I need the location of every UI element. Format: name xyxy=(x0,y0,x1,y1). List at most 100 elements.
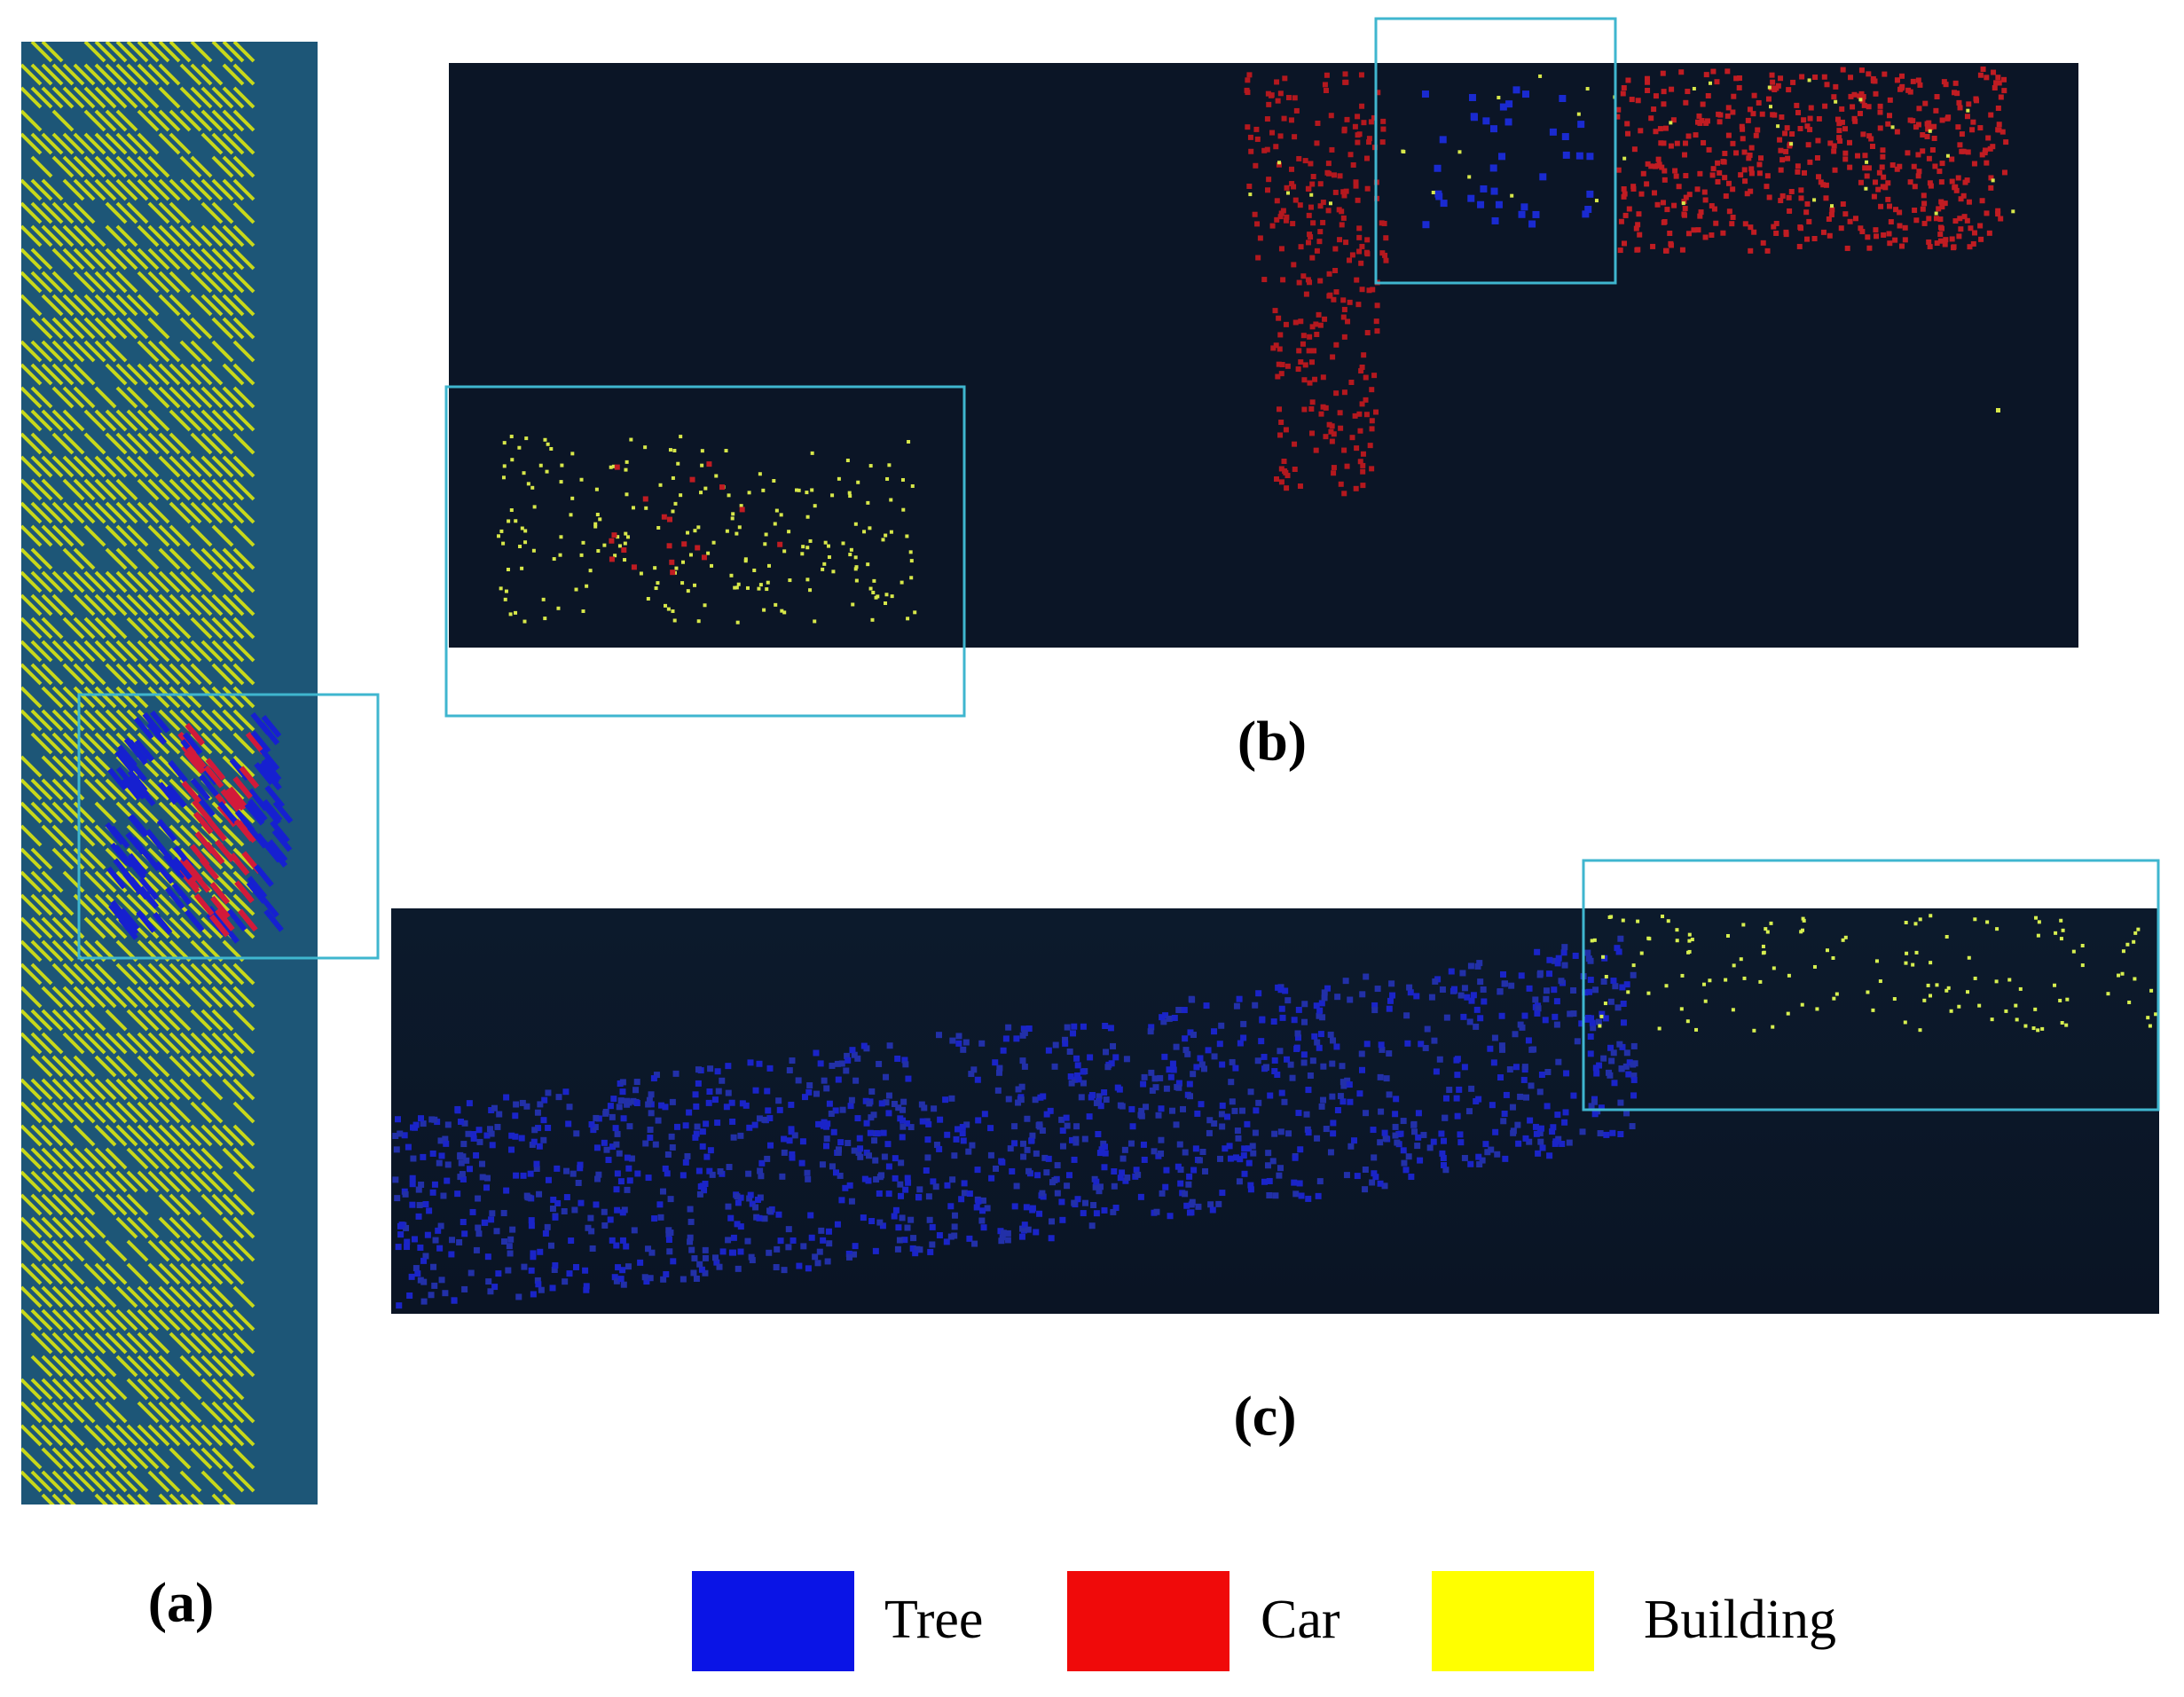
stripe xyxy=(158,547,181,570)
point xyxy=(1880,153,1886,160)
point xyxy=(996,1065,1003,1072)
stripe xyxy=(215,908,235,931)
point xyxy=(520,566,524,570)
point xyxy=(646,596,650,601)
point xyxy=(1018,1083,1025,1090)
stripe xyxy=(190,1055,213,1078)
point xyxy=(1351,1137,1358,1144)
point xyxy=(1959,131,1965,137)
point xyxy=(1269,1158,1277,1165)
stripe xyxy=(137,155,160,178)
point xyxy=(1386,1005,1393,1012)
point xyxy=(1858,98,1863,102)
point xyxy=(460,1141,467,1148)
stripe xyxy=(21,801,43,824)
point xyxy=(1971,230,1977,236)
point xyxy=(1110,1042,1117,1049)
point xyxy=(667,1196,674,1203)
point xyxy=(680,1276,687,1283)
stripe xyxy=(169,224,192,247)
point xyxy=(1903,1020,1907,1025)
point xyxy=(1265,1150,1272,1157)
point xyxy=(1739,123,1745,130)
point xyxy=(1536,1088,1544,1096)
point xyxy=(1886,231,1892,237)
point xyxy=(825,1228,832,1235)
stripe xyxy=(226,908,247,932)
point xyxy=(1937,224,1944,231)
point xyxy=(1318,411,1324,417)
point xyxy=(619,1237,626,1244)
stripe xyxy=(115,640,138,663)
stripe xyxy=(21,686,43,709)
stripe xyxy=(169,986,192,1009)
point xyxy=(1102,1150,1109,1157)
point xyxy=(1878,203,1884,209)
point xyxy=(747,1059,754,1066)
point xyxy=(1702,197,1709,203)
stripe xyxy=(147,317,170,340)
point xyxy=(1731,93,1737,99)
point xyxy=(1683,173,1689,179)
point xyxy=(1953,187,1960,193)
point xyxy=(1991,178,1995,183)
point xyxy=(1205,1047,1212,1054)
point xyxy=(1687,939,1692,943)
stripe xyxy=(105,109,128,132)
stripe xyxy=(179,663,202,686)
point xyxy=(2054,931,2058,935)
stripe xyxy=(115,709,138,732)
point xyxy=(1778,75,1784,82)
stripe xyxy=(158,663,181,686)
point xyxy=(1269,223,1276,229)
point xyxy=(2015,1017,2019,1022)
point xyxy=(1277,1128,1284,1135)
point xyxy=(889,530,893,534)
point xyxy=(895,1104,902,1112)
point xyxy=(1276,361,1282,367)
point xyxy=(1302,362,1308,368)
point xyxy=(1491,1034,1498,1041)
point xyxy=(1772,112,1778,118)
point xyxy=(1760,240,1766,246)
stripe xyxy=(83,962,106,986)
stripe xyxy=(200,1355,224,1378)
stripe xyxy=(30,501,53,524)
point xyxy=(961,1180,968,1187)
point xyxy=(1309,430,1316,436)
point xyxy=(1104,1064,1112,1071)
point xyxy=(1561,962,1568,969)
point xyxy=(805,515,810,519)
stripe xyxy=(261,758,282,782)
point xyxy=(706,1167,713,1175)
point xyxy=(509,508,514,513)
stripe xyxy=(105,478,128,501)
point xyxy=(1831,148,1837,154)
stripe xyxy=(137,432,160,455)
stripe xyxy=(137,224,160,247)
point xyxy=(1881,174,1887,180)
point xyxy=(1036,1210,1043,1217)
point xyxy=(593,524,598,529)
point xyxy=(1033,1229,1040,1236)
point xyxy=(1332,189,1339,195)
stripe xyxy=(200,1470,224,1493)
point xyxy=(1341,389,1347,396)
point xyxy=(1196,1157,1203,1164)
stripe xyxy=(30,1308,53,1332)
point xyxy=(731,512,735,516)
point xyxy=(1331,470,1337,476)
point xyxy=(851,1147,858,1154)
point xyxy=(1995,211,2001,217)
point xyxy=(813,1049,820,1057)
point xyxy=(1500,1118,1507,1125)
point xyxy=(959,1123,966,1130)
stripe xyxy=(200,1170,224,1193)
point xyxy=(730,516,735,521)
point xyxy=(614,1170,621,1177)
point xyxy=(1639,951,1644,955)
point xyxy=(1992,85,1998,91)
point xyxy=(813,504,817,508)
point xyxy=(1505,100,1513,108)
point xyxy=(719,484,726,491)
